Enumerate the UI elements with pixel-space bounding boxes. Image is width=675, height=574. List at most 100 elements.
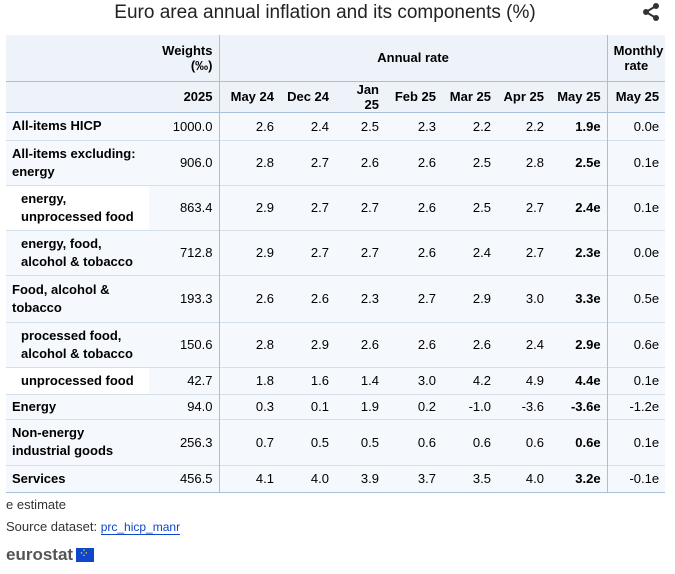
cell: 2.5 bbox=[472, 200, 491, 215]
cell: 2.9 bbox=[218, 185, 280, 230]
cell: 2.5e bbox=[575, 155, 601, 170]
col-header: Jan 25 bbox=[335, 81, 385, 113]
cell: 0.5e bbox=[606, 275, 666, 322]
cell: 2.9 bbox=[310, 337, 329, 352]
eurostat-logo[interactable]: eurostat bbox=[6, 545, 95, 565]
row-label-line1: Food, alcohol & bbox=[12, 281, 110, 297]
col-header: 2025 bbox=[149, 81, 219, 113]
cell: 150.6 bbox=[179, 337, 213, 352]
cell: -1.0 bbox=[468, 399, 491, 414]
cell: 2.8 bbox=[525, 155, 544, 170]
cell: 2.6 bbox=[417, 337, 436, 352]
cell: 2.7 bbox=[310, 155, 329, 170]
cell: 3.0 bbox=[525, 291, 544, 306]
cell: 0.5 bbox=[310, 434, 329, 450]
monthly-rate-label: Monthly bbox=[613, 42, 664, 58]
cell: -1.2e bbox=[606, 394, 666, 419]
row-label-line1: All-items HICP bbox=[12, 118, 102, 133]
cell: 2.7 bbox=[525, 245, 544, 260]
table-row: Food, alcohol & tobacco 193.3 2.6 2.6 2.3… bbox=[6, 275, 666, 322]
col-header: May 24 bbox=[218, 81, 280, 113]
share-icon[interactable] bbox=[641, 2, 661, 22]
cell: 863.4 bbox=[179, 200, 213, 215]
row-label: Services bbox=[6, 465, 149, 492]
row-label-line2: alcohol & tobacco bbox=[21, 253, 133, 269]
row-label-line1: unprocessed food bbox=[21, 372, 134, 388]
cell: 2.4 bbox=[472, 245, 491, 260]
row-label: processed food, alcohol & tobacco bbox=[6, 322, 149, 367]
header-row-columns: 2025 May 24 Dec 24 Jan 25 Feb 25 Mar 25 … bbox=[6, 81, 666, 113]
cell: 1.9e bbox=[575, 118, 601, 134]
table-row: Non-energy industrial goods 256.3 0.7 0.5… bbox=[6, 419, 666, 465]
weights-label: Weights bbox=[162, 42, 213, 58]
col-header: Dec 24 bbox=[280, 81, 335, 113]
cell: 2.4 bbox=[525, 337, 544, 352]
source-line: Source dataset: prc_hicp_manr bbox=[6, 519, 181, 535]
cell: 0.0e bbox=[606, 112, 666, 140]
weights-header: Weights (‰) bbox=[149, 35, 219, 82]
col-header: May 25 bbox=[606, 81, 666, 113]
row-label: Food, alcohol & tobacco bbox=[6, 275, 149, 322]
table-row: Services 456.5 4.1 4.0 3.9 3.7 3.5 4.0 3… bbox=[6, 465, 666, 492]
cell: 2.6 bbox=[310, 291, 329, 306]
header-empty bbox=[6, 35, 149, 82]
row-label-line2: tobacco bbox=[12, 299, 62, 315]
cell: 0.6e bbox=[575, 434, 601, 450]
cell: 0.1e bbox=[606, 367, 666, 394]
header-empty-2 bbox=[6, 81, 149, 113]
cell: 2.6 bbox=[417, 200, 436, 215]
cell: 2.6 bbox=[472, 337, 491, 352]
cell: 2.4 bbox=[310, 118, 329, 134]
cell: 4.9 bbox=[525, 373, 544, 388]
cell: 2.3e bbox=[575, 245, 601, 260]
monthly-rate-label2: rate bbox=[624, 57, 649, 73]
cell: 0.1e bbox=[606, 140, 666, 185]
row-label-line2: unprocessed food bbox=[21, 208, 134, 224]
cell: -0.1e bbox=[606, 465, 666, 492]
cell: -3.6e bbox=[570, 399, 601, 414]
cell: 2.8 bbox=[218, 140, 280, 185]
row-label: unprocessed food bbox=[6, 367, 149, 394]
cell: 0.6e bbox=[606, 322, 666, 367]
row-label-line1: energy, food, bbox=[21, 235, 102, 251]
cell: 1.6 bbox=[310, 373, 329, 388]
cell: 2.3 bbox=[360, 291, 379, 306]
row-label: All-items excluding: energy bbox=[6, 140, 149, 185]
annual-rate-header: Annual rate bbox=[218, 35, 608, 82]
cell: 0.5 bbox=[360, 434, 379, 450]
col-header: Mar 25 bbox=[442, 81, 497, 113]
cell: 0.7 bbox=[218, 419, 280, 465]
cell: 0.2 bbox=[417, 399, 436, 414]
cell: 2.2 bbox=[525, 118, 544, 134]
col-header: Feb 25 bbox=[385, 81, 442, 113]
cell: 0.6 bbox=[472, 434, 491, 450]
cell: 2.6 bbox=[417, 245, 436, 260]
cell: 0.3 bbox=[218, 394, 280, 419]
row-label: energy, food, alcohol & tobacco bbox=[6, 230, 149, 275]
cell: 2.9 bbox=[218, 230, 280, 275]
cell: 0.1e bbox=[606, 419, 666, 465]
row-label-line1: Energy bbox=[12, 398, 57, 414]
cell: 2.4e bbox=[575, 200, 601, 215]
cell: 2.7 bbox=[525, 200, 544, 215]
cell: 0.6 bbox=[525, 434, 544, 450]
cell: 193.3 bbox=[179, 291, 213, 306]
cell: 3.2e bbox=[575, 471, 601, 486]
cell: -3.6 bbox=[521, 399, 544, 414]
table-row: unprocessed food 42.7 1.8 1.6 1.4 3.0 4.… bbox=[6, 367, 666, 394]
cell: 3.9 bbox=[360, 471, 379, 486]
cell: 2.6 bbox=[218, 275, 280, 322]
monthly-rate-header: Monthly rate bbox=[606, 35, 666, 82]
row-label-line1: energy, bbox=[21, 190, 67, 206]
table-row: energy, food, alcohol & tobacco 712.8 2.9… bbox=[6, 230, 666, 275]
table-row: energy, unprocessed food 863.4 2.9 2.7 2.… bbox=[6, 185, 666, 230]
cell: 1.8 bbox=[218, 367, 280, 394]
cell: 2.7 bbox=[360, 245, 379, 260]
source-dataset-link[interactable]: prc_hicp_manr bbox=[100, 520, 181, 535]
cell: 2.2 bbox=[472, 118, 491, 134]
row-label: All-items HICP bbox=[6, 112, 149, 140]
cell: 2.5 bbox=[360, 118, 379, 134]
cell: 2.5 bbox=[472, 155, 491, 170]
row-label: energy, unprocessed food bbox=[6, 185, 149, 230]
row-label-line1: Non-energy bbox=[12, 425, 85, 440]
